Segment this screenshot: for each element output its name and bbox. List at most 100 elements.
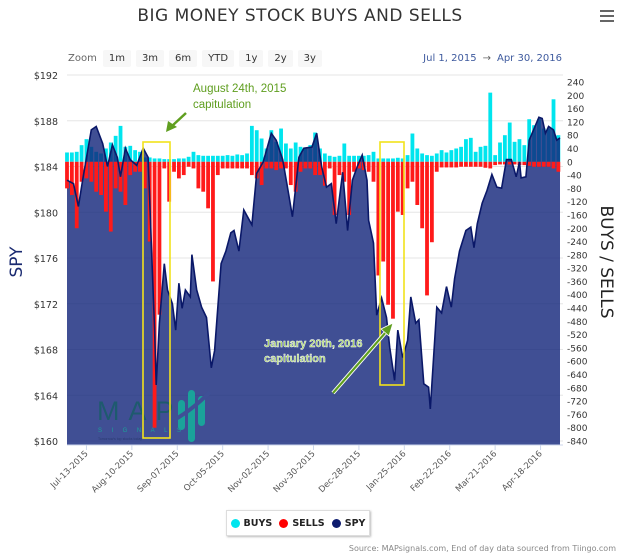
- buys-bar: [371, 151, 376, 162]
- buys-bar: [376, 158, 381, 162]
- legend-item-spy[interactable]: SPY: [331, 518, 365, 529]
- buys-bar: [65, 152, 69, 162]
- sells-bar: [512, 161, 517, 165]
- x-tick-label: Feb-22-2016: [409, 449, 454, 494]
- sells-bar: [429, 161, 434, 243]
- x-tick-label: Aug-10-2015: [90, 449, 136, 495]
- buys-bar: [454, 148, 459, 162]
- legend-item-buys[interactable]: BUYS: [230, 518, 272, 529]
- buys-bar: [400, 158, 405, 162]
- buys-bar: [439, 150, 444, 162]
- buys-bar: [347, 155, 352, 162]
- buys-bar: [147, 157, 152, 162]
- buys-bar: [468, 137, 473, 162]
- logo-text: MAP: [97, 396, 183, 426]
- buys-bar: [245, 153, 249, 162]
- buys-bar: [420, 153, 425, 162]
- range-from-input[interactable]: Jul 1, 2015: [423, 53, 477, 64]
- sells-bar: [264, 161, 269, 169]
- buys-bar: [322, 153, 327, 162]
- sells-bar: [493, 161, 498, 166]
- zoom-2y-button[interactable]: 2y: [268, 50, 293, 67]
- buys-bar: [240, 155, 245, 162]
- buys-bar: [357, 155, 361, 162]
- buys-bar: [415, 148, 420, 162]
- sells-bar: [459, 161, 463, 167]
- sells-bar: [284, 161, 288, 169]
- sells-bar: [142, 161, 147, 189]
- buys-bar: [395, 157, 400, 162]
- left-tick-label: $172: [34, 300, 58, 311]
- sells-bar: [69, 161, 74, 196]
- sells-bar: [104, 161, 108, 212]
- sells-bar: [449, 161, 454, 168]
- buys-bar: [113, 135, 118, 162]
- legend-item-sells[interactable]: SELLS: [279, 518, 325, 529]
- x-tick-label: Dec-28-2015: [317, 449, 363, 495]
- sells-bar: [425, 161, 429, 296]
- sells-bar: [454, 161, 459, 168]
- sells-bar: [522, 161, 527, 166]
- buys-bar: [429, 155, 434, 162]
- sells-bar: [249, 161, 254, 176]
- sells-bar: [357, 161, 361, 169]
- sells-bar: [162, 161, 167, 169]
- right-tick-label: -720: [567, 398, 588, 408]
- right-tick-label: -480: [567, 318, 588, 328]
- zoom-1m-button[interactable]: 1m: [102, 50, 131, 67]
- range-to-input[interactable]: Apr 30, 2016: [496, 53, 562, 64]
- sells-bar: [288, 161, 293, 186]
- zoom-3m-button[interactable]: 3m: [135, 50, 165, 67]
- buys-bar: [473, 151, 478, 162]
- sells-bar: [551, 161, 556, 169]
- right-tick-label: -200: [567, 225, 588, 235]
- sells-bar: [556, 161, 561, 172]
- right-tick-label: 0: [567, 158, 573, 168]
- buys-bar: [459, 146, 463, 162]
- buys-bar: [502, 135, 507, 162]
- right-tick-label: -560: [567, 344, 588, 354]
- sells-bar: [395, 161, 400, 212]
- sells-bar: [274, 161, 279, 171]
- sells-bar: [366, 161, 371, 172]
- right-tick-label: -400: [567, 291, 588, 301]
- sells-bar: [342, 161, 347, 182]
- sells-bar: [347, 161, 352, 215]
- aug-arrow-icon: [166, 112, 187, 132]
- sells-bar: [322, 161, 327, 186]
- buys-bar: [162, 159, 167, 162]
- sells-bar: [488, 161, 493, 169]
- sells-bar: [157, 161, 162, 315]
- buys-bar: [517, 139, 522, 162]
- zoom-ytd-button[interactable]: YTD: [202, 50, 235, 67]
- hamburger-menu-icon[interactable]: [600, 10, 614, 22]
- sells-bar: [181, 161, 186, 176]
- left-tick-label: $164: [34, 391, 58, 402]
- sells-bar: [99, 161, 103, 196]
- sells-bar: [439, 161, 444, 168]
- buys-bar: [181, 158, 186, 162]
- zoom-6m-button[interactable]: 6m: [169, 50, 198, 67]
- sells-bar: [245, 161, 249, 169]
- buys-bar: [342, 143, 347, 162]
- right-tick-label: -840: [567, 438, 588, 448]
- chart-title: BIG MONEY STOCK BUYS AND SELLS: [137, 6, 463, 26]
- buys-bar: [386, 158, 390, 162]
- right-tick-label: -440: [567, 305, 588, 315]
- jan-annotation-line1: January 20th, 2016: [264, 338, 362, 350]
- sells-bar: [235, 161, 240, 169]
- sells-bar: [240, 161, 245, 169]
- buys-bar: [230, 155, 235, 162]
- sells-bar: [152, 161, 157, 428]
- sells-bar: [376, 161, 381, 276]
- range-arrow: →: [482, 53, 491, 64]
- x-tick-label: Nov-02-2015: [226, 449, 272, 495]
- zoom-3y-button[interactable]: 3y: [297, 50, 322, 67]
- sells-bar: [546, 161, 551, 167]
- zoom-1y-button[interactable]: 1y: [239, 50, 264, 67]
- buys-bar: [74, 151, 79, 162]
- sells-bar: [464, 161, 468, 167]
- sells-dot-icon: [279, 518, 289, 528]
- sells-bar: [133, 161, 138, 172]
- sells-bar: [468, 161, 473, 167]
